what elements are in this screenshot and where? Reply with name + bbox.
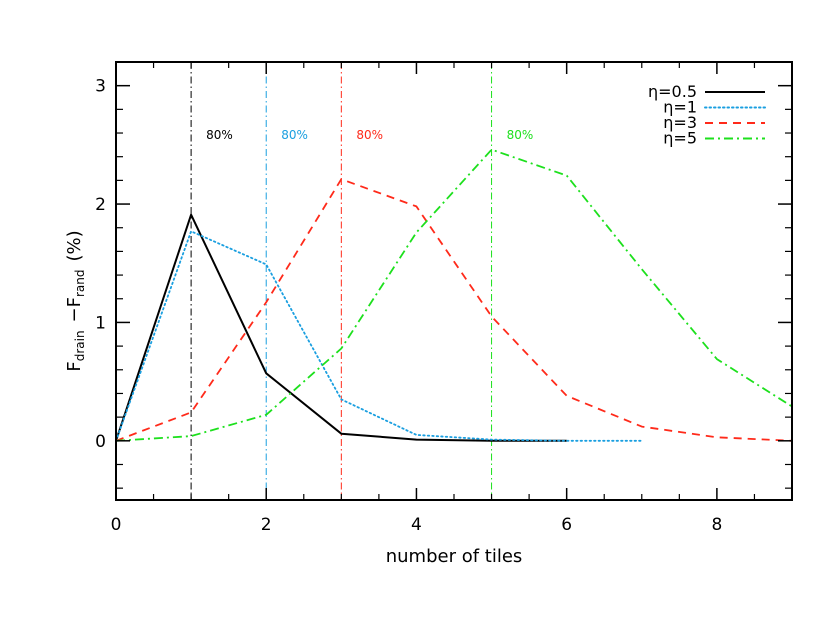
x-tick-label: 0 — [111, 515, 122, 535]
y-tick-label: 1 — [95, 313, 106, 333]
series-line — [115, 178, 793, 442]
reference-line-label: 80% — [281, 128, 308, 142]
y-tick-label: 0 — [95, 432, 106, 452]
y-label-main-1: F — [64, 361, 85, 371]
axis-ticks — [115, 61, 793, 500]
legend-label: η=1 — [663, 98, 697, 117]
reference-line-label: 80% — [356, 128, 383, 142]
x-tick-label: 4 — [411, 515, 422, 535]
y-tick-labels: 0 1 2 3 — [95, 77, 106, 452]
reference-line-label: 80% — [507, 128, 534, 142]
series-line — [115, 230, 643, 442]
legend-label: η=3 — [663, 113, 697, 132]
y-label-main-2: −F — [64, 297, 85, 322]
reference-line-label: 80% — [206, 128, 233, 142]
reference-lines — [190, 62, 493, 500]
y-tick-label: 3 — [95, 77, 106, 97]
x-tick-labels: 0 2 4 6 8 — [111, 515, 723, 535]
x-tick-label: 6 — [561, 515, 572, 535]
series-line — [115, 148, 793, 442]
reference-line-labels: 80% 80% 80% 80% — [206, 128, 533, 142]
x-axis-label: number of tiles — [386, 546, 523, 567]
x-tick-label: 8 — [711, 515, 722, 535]
legend-label: η=5 — [663, 129, 697, 148]
y-label-sub-1: drain — [73, 330, 87, 361]
x-tick-label: 2 — [261, 515, 272, 535]
legend-label: η=0.5 — [648, 82, 697, 101]
y-tick-label: 2 — [95, 195, 106, 215]
y-label-unit: (%) — [64, 230, 85, 261]
y-label-sub-2: rand — [73, 270, 87, 298]
series-line — [115, 213, 567, 442]
y-axis-label: Fdrain −Frand (%) — [64, 230, 87, 371]
plot-series — [115, 148, 793, 442]
legend: η=0.5η=1η=3η=5 — [648, 82, 766, 148]
